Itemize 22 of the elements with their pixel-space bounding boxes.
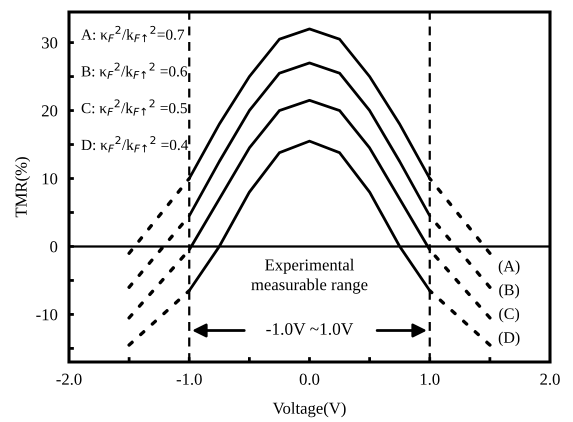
x-axis-title: Voltage(V) (272, 402, 346, 418)
annotation: (A) (498, 260, 520, 275)
annotation: C: κ$_{F}$$^{2}$/k$_{F↑}$$^{2}$ =0.5 (82, 99, 187, 116)
x-tick-label: 1.0 (420, 374, 440, 385)
y-tick-label: 30 (42, 37, 58, 49)
annotation: D: κ$_{F}$$^{2}$/k$_{F↑}$$^{2}$ =0.4 (81, 136, 188, 152)
annotation: A: κ$_{F}$$^{2}$/k$_{F↑}$$^{2}$=0.7 (81, 26, 184, 42)
y-tick-label: 0 (50, 241, 58, 252)
annotation: (D) (498, 332, 520, 346)
annotation: (C) (499, 308, 520, 322)
y-tick-label: -10 (36, 309, 58, 320)
x-tick-label: 2.0 (540, 374, 560, 385)
annotation: B: κ$_{F}$$^{2}$/k$_{F↑}$$^{2}$ =0.6 (81, 62, 188, 79)
y-tick-label: 20 (42, 105, 58, 116)
annotation: (B) (499, 284, 520, 299)
annotation: -1.0V ~1.0V (266, 323, 354, 335)
x-tick-label: -1.0 (176, 374, 202, 385)
y-tick-label: 10 (42, 173, 58, 184)
annotation: Experimental measurable range (251, 258, 368, 294)
x-tick-label: 0.0 (300, 374, 320, 385)
x-tick-label: -2.0 (56, 374, 82, 385)
y-axis-title: TMR(%) (15, 157, 30, 218)
